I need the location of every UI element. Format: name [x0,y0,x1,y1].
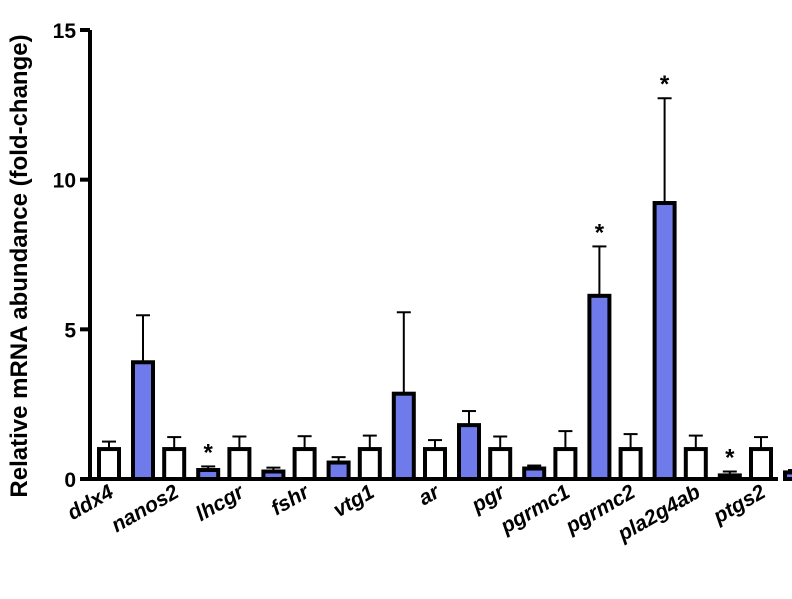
bar [131,360,155,482]
y-tick-label: 10 [53,170,76,193]
bar [97,447,121,482]
error-bars-layer [102,97,792,476]
x-category-label: fshr [267,480,314,521]
bar [227,447,252,482]
x-category-label: ar [415,480,445,511]
bar [391,391,416,481]
bar [292,447,317,482]
axes-layer [88,30,778,481]
bar [162,447,187,482]
x-category-label: lhcgr [192,479,250,526]
bar [457,423,481,481]
bar [423,447,447,482]
x-category-label: pgrmc1 [496,480,574,538]
y-ticks-layer: 0 5 10 15 [53,20,90,492]
bar [553,447,578,482]
bar [749,447,773,482]
bar [587,293,612,482]
bar [652,201,677,481]
x-category-label: vtg1 [329,480,378,522]
x-category-label: nanos2 [108,480,183,537]
bar [783,470,792,482]
y-axis-title-group: Relative mRNA abundance (fold-change) [6,34,33,497]
significance-marker: * [204,439,214,466]
y-tick-label: 15 [53,20,77,43]
y-tick-label: 5 [64,319,76,342]
bar [488,447,513,482]
significance-marker: * [725,445,735,472]
x-category-label: ptgs2 [709,480,770,529]
x-category-label: pgr [467,479,510,517]
significance-marker: * [660,71,670,98]
bar [618,447,643,482]
bars-layer [97,201,792,482]
significance-marker: * [595,219,605,246]
significance-markers-layer: * * * * [204,71,736,471]
y-tick-label: 0 [64,469,76,492]
bar [683,447,708,482]
y-axis-title: Relative mRNA abundance (fold-change) [6,34,33,497]
bar [326,460,351,481]
bar [357,447,382,482]
